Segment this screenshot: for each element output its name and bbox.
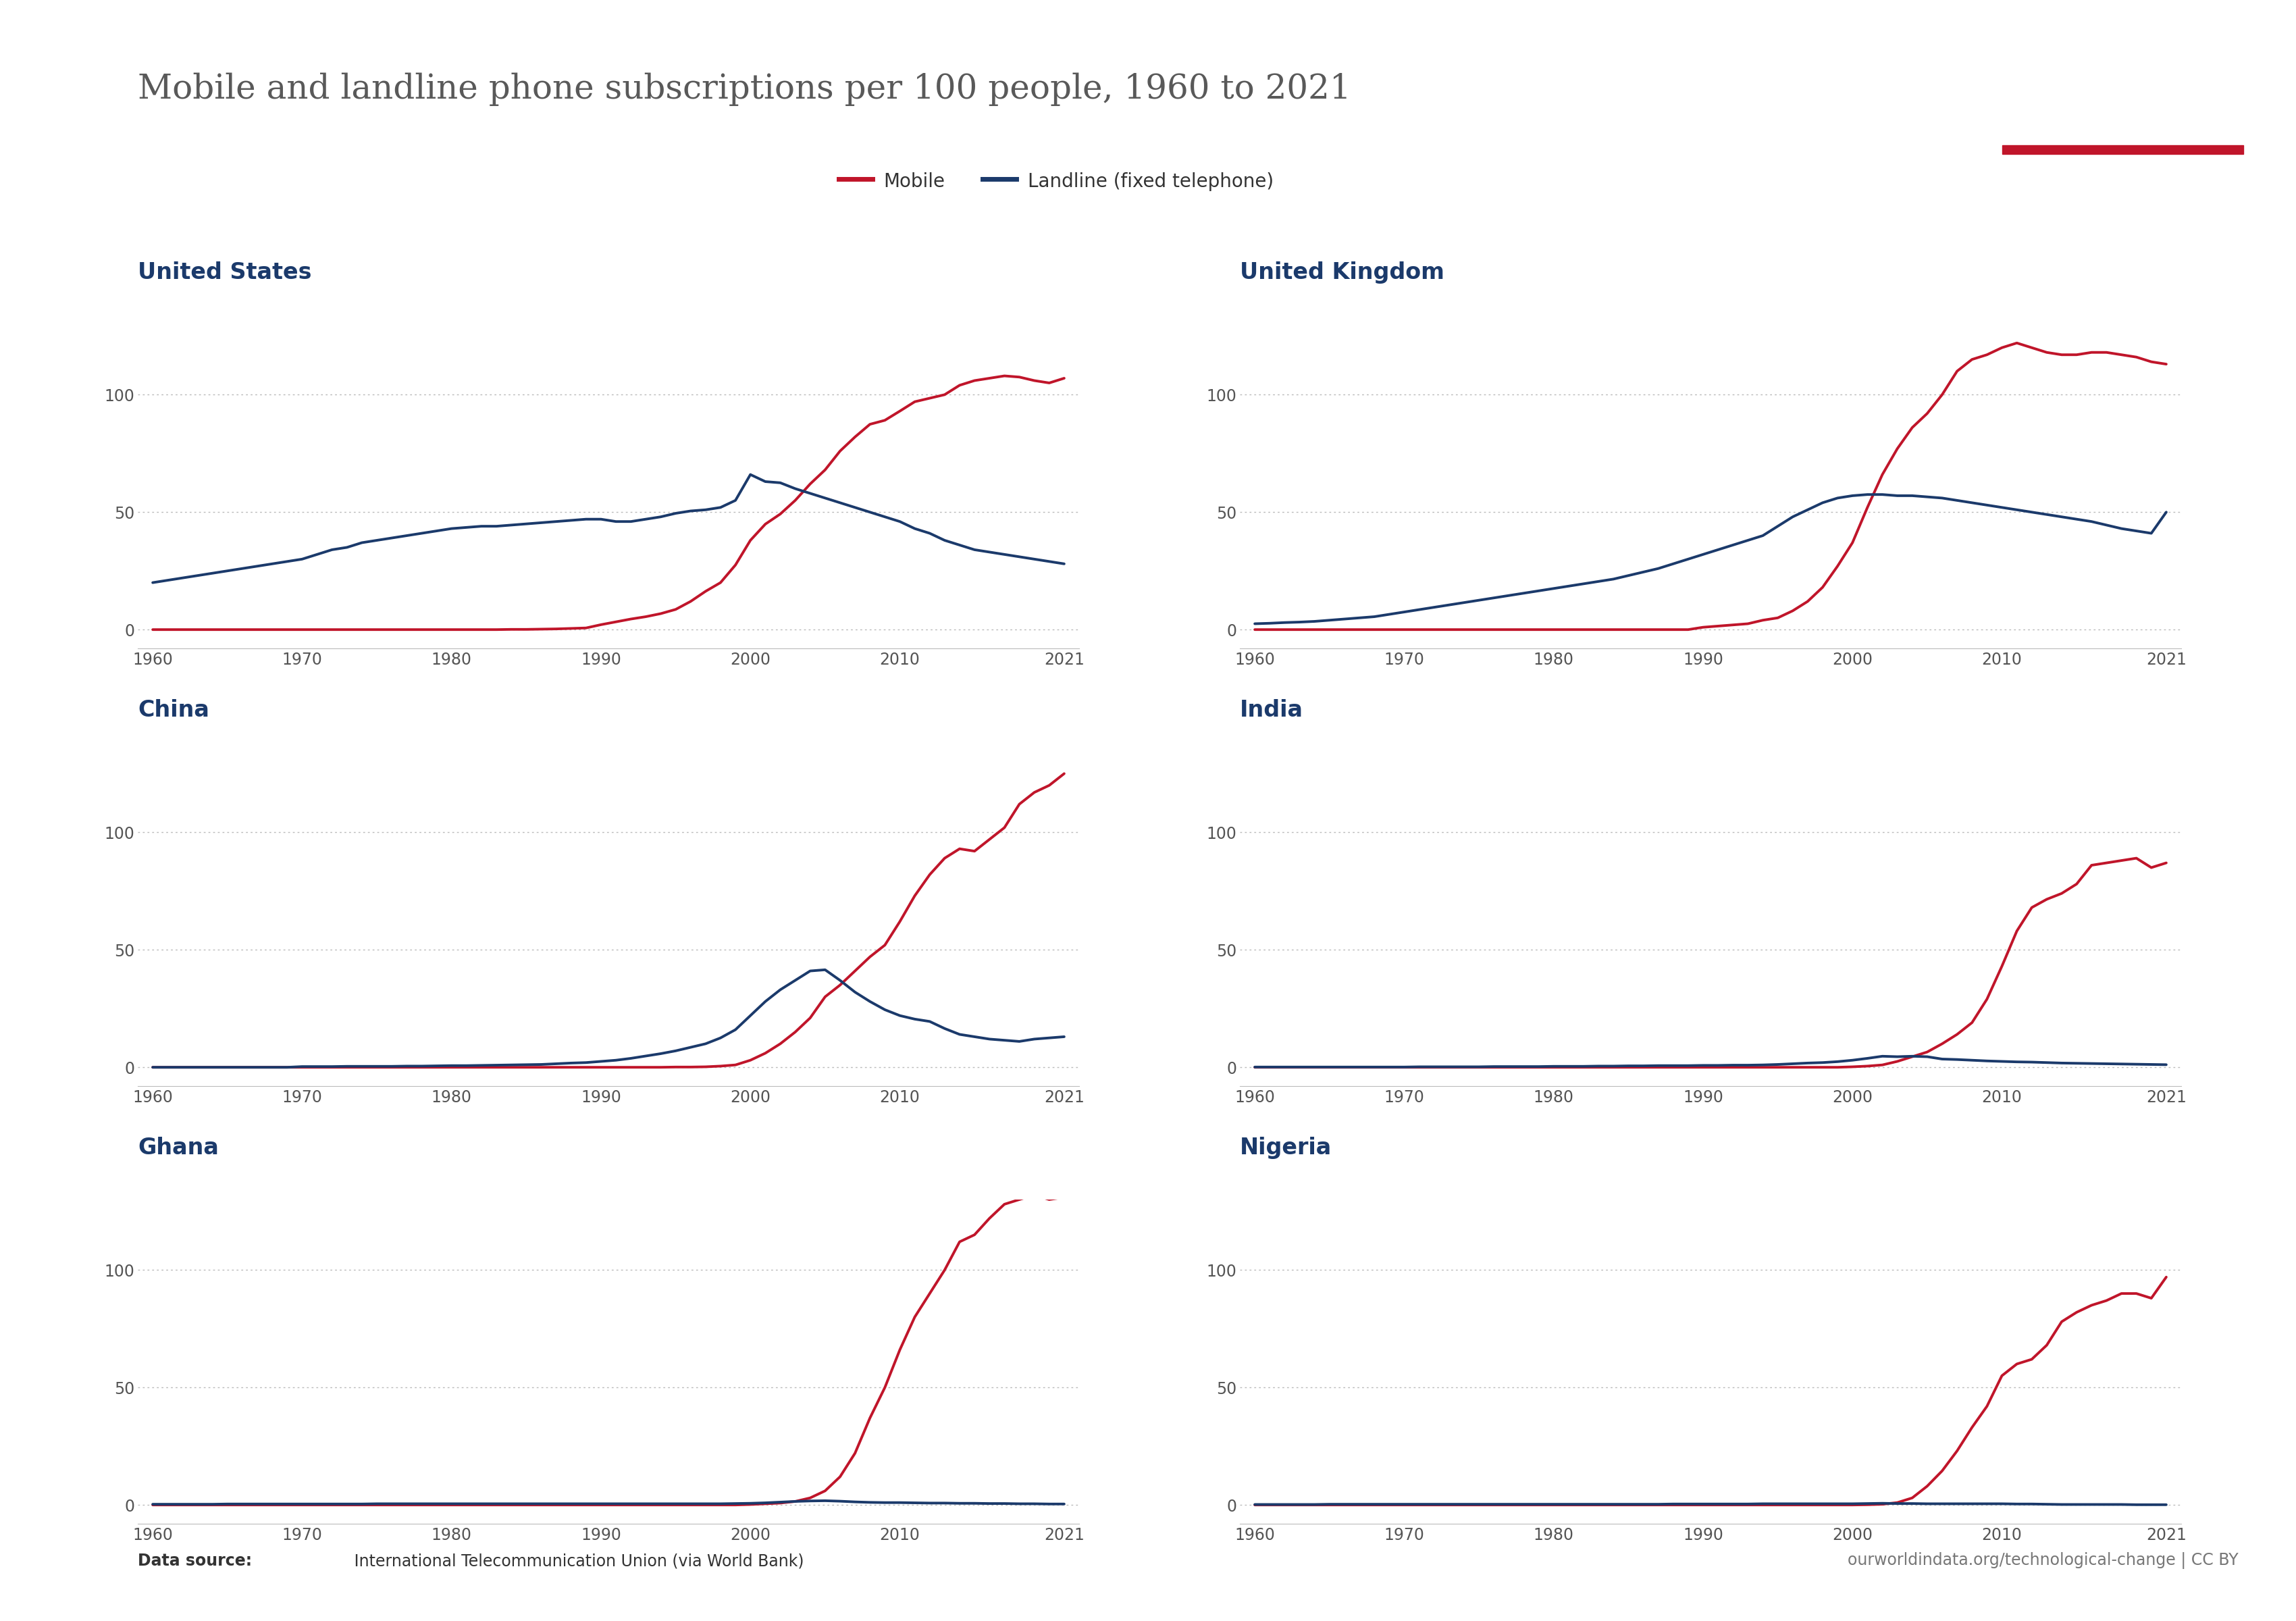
Text: Data source:: Data source: (138, 1553, 253, 1569)
Text: Nigeria: Nigeria (1240, 1136, 1332, 1159)
Text: Our World: Our World (2078, 63, 2167, 79)
Text: International Telecommunication Union (via World Bank): International Telecommunication Union (v… (349, 1553, 804, 1569)
Text: United States: United States (138, 261, 312, 284)
Text: ourworldindata.org/technological-change | CC BY: ourworldindata.org/technological-change … (1848, 1553, 2239, 1569)
Text: China: China (138, 699, 209, 721)
Text: in Data: in Data (2089, 107, 2156, 123)
Text: United Kingdom: United Kingdom (1240, 261, 1444, 284)
Bar (2002, 146, 2243, 154)
Text: Mobile and landline phone subscriptions per 100 people, 1960 to 2021: Mobile and landline phone subscriptions … (138, 73, 1350, 107)
Text: India: India (1240, 699, 1304, 721)
Text: Ghana: Ghana (138, 1136, 218, 1159)
Legend: Mobile, Landline (fixed telephone): Mobile, Landline (fixed telephone) (831, 164, 1281, 198)
